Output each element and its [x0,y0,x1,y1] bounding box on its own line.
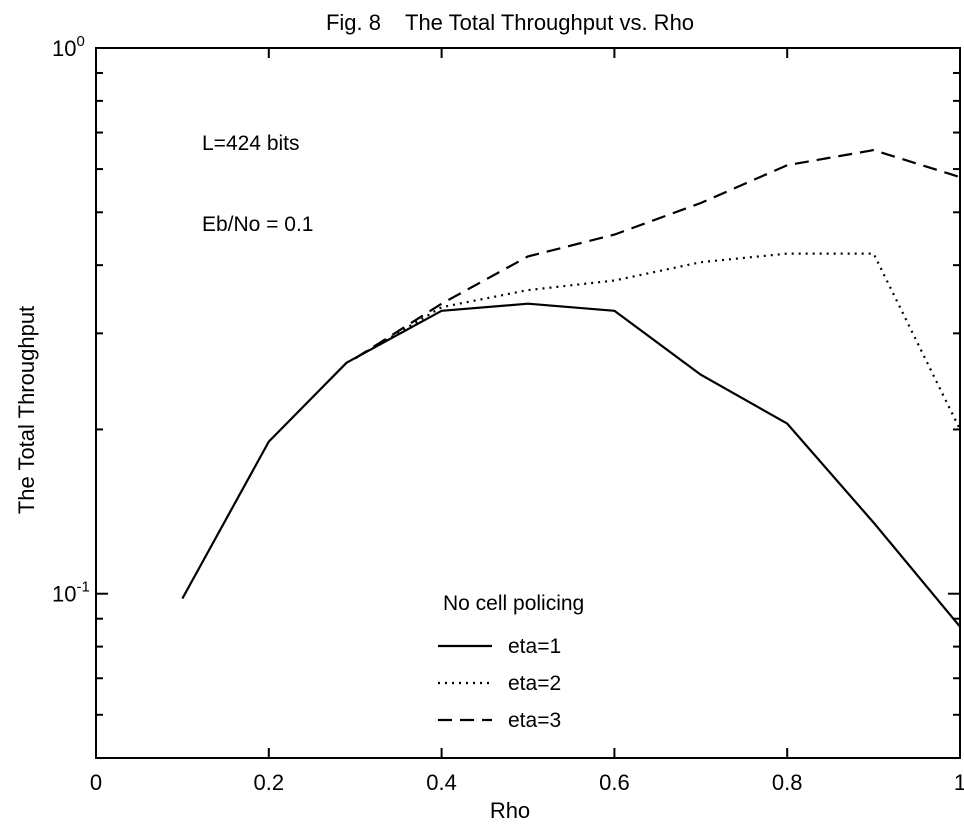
y-tick-label: 10-1 [52,579,90,607]
plot-frame [95,47,961,759]
series-line-3 [354,149,961,360]
y-axis-ticks: 100 10-1 [52,33,960,716]
x-tick-label: 0.8 [772,770,803,795]
series-lines [181,149,961,628]
x-tick-label: 0.4 [426,770,457,795]
x-tick-label: 0.6 [599,770,630,795]
y-axis-label: The Total Throughput [14,306,39,514]
legend-label-2: eta=2 [508,672,561,695]
x-axis-ticks: 0 0.2 0.4 0.6 0.8 1 [90,48,964,795]
annotation-packet-length: L=424 bits [202,132,300,155]
x-tick-label: 0.2 [254,770,285,795]
annotation-eb-no: Eb/No = 0.1 [202,213,314,236]
x-tick-label: 0 [90,770,102,795]
legend-title: No cell policing [443,592,584,615]
chart-title: Fig. 8 The Total Throughput vs. Rho [326,10,694,35]
y-tick-label: 100 [52,33,85,61]
x-axis-label: Rho [490,798,530,823]
series-line-1 [181,302,961,628]
legend-label-3: eta=3 [508,709,561,732]
legend-label-1: eta=1 [508,635,561,658]
legend: No cell policing eta=1 eta=2 eta=3 [438,592,584,732]
x-tick-label: 1 [954,770,964,795]
